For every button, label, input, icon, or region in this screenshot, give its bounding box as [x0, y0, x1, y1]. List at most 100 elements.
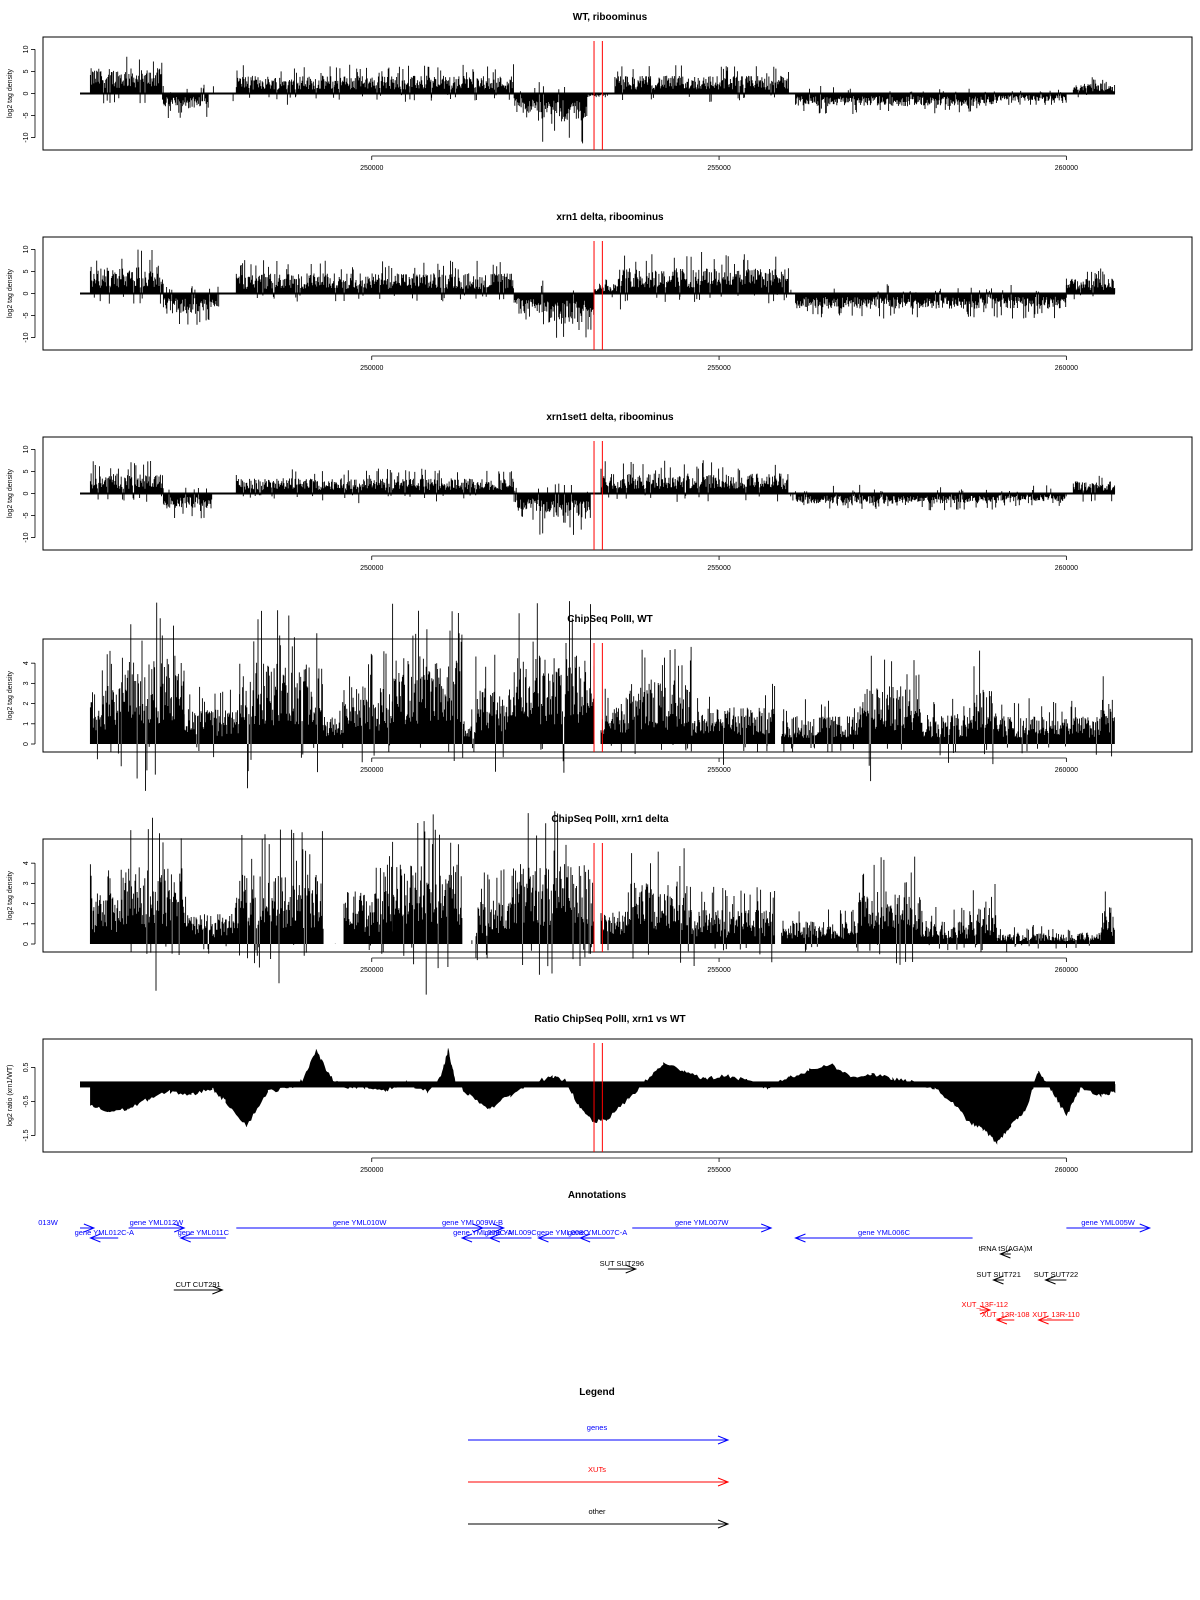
zero-band: [80, 1081, 1115, 1088]
feature-other: SUT SUT721: [976, 1270, 1021, 1285]
feature-label: XUT_13F-112: [961, 1300, 1008, 1309]
legend-label: XUTs: [588, 1465, 606, 1474]
y-tick-label: -0.5: [23, 1095, 30, 1107]
bar-series: [89, 249, 1116, 338]
bar-series: [89, 460, 1116, 535]
feature-genes: gene YML012C-A: [75, 1228, 134, 1243]
feature-arrow-head: [760, 1223, 773, 1233]
feature-genes: gene YML007W: [632, 1218, 773, 1233]
feature-label: gene YML010W: [333, 1218, 388, 1227]
y-tick-label: 0.5: [23, 1062, 30, 1072]
feature-genes: gene YML009C: [485, 1228, 538, 1243]
legend-arrow-head: [717, 1519, 730, 1529]
y-tick-label: 10: [23, 45, 30, 53]
chart-panel-4: ChipSeq PolII, WT 4 3 2 1 0 log2 tag density 25…: [7, 601, 1193, 791]
feature-label: XUT_13R-108: [982, 1310, 1030, 1319]
y-axis-label: log2 ratio (xrn1/WT): [7, 1065, 14, 1127]
plot-data: [80, 460, 1116, 535]
x-tick-label: 250000: [360, 565, 383, 572]
feature-genes: gene YML007C-A: [568, 1228, 627, 1243]
legend-label: other: [588, 1507, 606, 1516]
feature-label: gene YML007W: [675, 1218, 730, 1227]
y-axis-label: log2 tag density: [7, 468, 14, 518]
feature-arrow-head: [979, 1305, 992, 1315]
y-tick-label: 0: [23, 91, 30, 95]
feature-label: CUT CUT291: [175, 1280, 220, 1289]
plot-frame: [42, 1038, 1193, 1153]
x-tick-label: 260000: [1055, 767, 1078, 774]
x-tick-label: 260000: [1055, 365, 1078, 372]
annotations-title: Annotations: [568, 1190, 627, 1201]
feature-arrow-head: [89, 1233, 101, 1243]
y-tick-label: -5: [23, 512, 30, 518]
y-tick-label: 5: [23, 269, 30, 273]
feature-label: gene YML012W: [130, 1218, 185, 1227]
y-axis-label: log2 tag density: [7, 68, 14, 118]
chart-title: xrn1 delta, riboominus: [556, 212, 664, 223]
plot-frame: [42, 838, 1193, 953]
feature-arrow-head: [460, 1233, 473, 1243]
feature-arrow-head: [212, 1285, 224, 1295]
y-tick-label: 10: [23, 245, 30, 253]
legend-item-other: other: [468, 1507, 730, 1529]
x-tick-label: 250000: [360, 967, 383, 974]
feature-xuts: XUT_13F-112: [961, 1300, 1008, 1315]
x-tick-label: 255000: [707, 1167, 730, 1174]
feature-arrow-head: [625, 1264, 638, 1274]
y-tick-label: -10: [23, 532, 30, 542]
chart-title: ChipSeq PolII, WT: [567, 614, 653, 625]
plot-data: [80, 249, 1116, 338]
feature-arrow-head: [992, 1275, 1004, 1285]
x-tick-label: 260000: [1055, 967, 1078, 974]
feature-label: gene YML009C: [485, 1228, 538, 1237]
y-tick-label: 1: [23, 722, 30, 726]
feature-arrow-head: [999, 1249, 1011, 1259]
feature-arrow-head: [1044, 1275, 1056, 1285]
bar-series: [89, 56, 1116, 144]
x-tick-label: 255000: [707, 165, 730, 172]
feature-label: gene YML006C: [858, 1228, 911, 1237]
x-tick-label: 255000: [707, 565, 730, 572]
x-tick-label: 250000: [360, 165, 383, 172]
feature-xuts: XUT_13R-108: [982, 1310, 1030, 1325]
x-tick-label: 255000: [707, 767, 730, 774]
feature-arrow-head: [83, 1223, 96, 1233]
plot-frame: [42, 638, 1193, 753]
plot-frame: [42, 36, 1193, 151]
plot-data: [80, 56, 1116, 144]
y-tick-label: -1.5: [23, 1129, 30, 1141]
feature-label: gene YML009C-A: [453, 1228, 512, 1237]
plot-data: [89, 811, 1115, 995]
feature-arrow-head: [493, 1223, 506, 1233]
y-tick-label: -10: [23, 332, 30, 342]
chart-panel-1: WT, riboominus 10 5 0 -5 -10 log2 tag density 2…: [7, 12, 1193, 172]
x-tick-label: 255000: [707, 967, 730, 974]
feature-label: gene YML005W: [1081, 1218, 1136, 1227]
chart-panel-6: Ratio ChipSeq PolII, xrn1 vs WT 0.5 -0.5 -1…: [7, 1014, 1193, 1174]
feature-arrow-head: [995, 1315, 1008, 1325]
y-tick-label: -10: [23, 132, 30, 142]
y-tick-label: -5: [23, 112, 30, 118]
feature-genes: gene YML005W: [1066, 1218, 1152, 1233]
y-tick-label: 10: [23, 445, 30, 453]
chart-title: Ratio ChipSeq PolII, xrn1 vs WT: [534, 1014, 685, 1025]
feature-arrow-head: [1037, 1315, 1049, 1325]
legend-item-xuts: XUTs: [468, 1465, 730, 1487]
y-tick-label: 2: [23, 702, 30, 706]
feature-arrow-head: [794, 1233, 806, 1243]
y-tick-label: 0: [23, 942, 30, 946]
y-tick-label: 1: [23, 922, 30, 926]
feature-other: SUT SUT722: [1034, 1270, 1078, 1285]
legend-arrow-head: [717, 1435, 730, 1445]
chart-panel-2: xrn1 delta, riboominus 10 5 0 -5 -10 log2 tag …: [7, 212, 1193, 372]
x-tick-label: 260000: [1055, 1167, 1078, 1174]
feature-label: SUT SUT296: [600, 1259, 644, 1268]
legend-title: Legend: [579, 1387, 615, 1398]
chart-title: WT, riboominus: [573, 12, 648, 23]
feature-other: tRNA tS(AGA)M: [979, 1244, 1032, 1259]
y-tick-label: 2: [23, 902, 30, 906]
feature-other: CUT CUT291: [173, 1280, 224, 1295]
feature-arrow-head: [578, 1233, 591, 1243]
